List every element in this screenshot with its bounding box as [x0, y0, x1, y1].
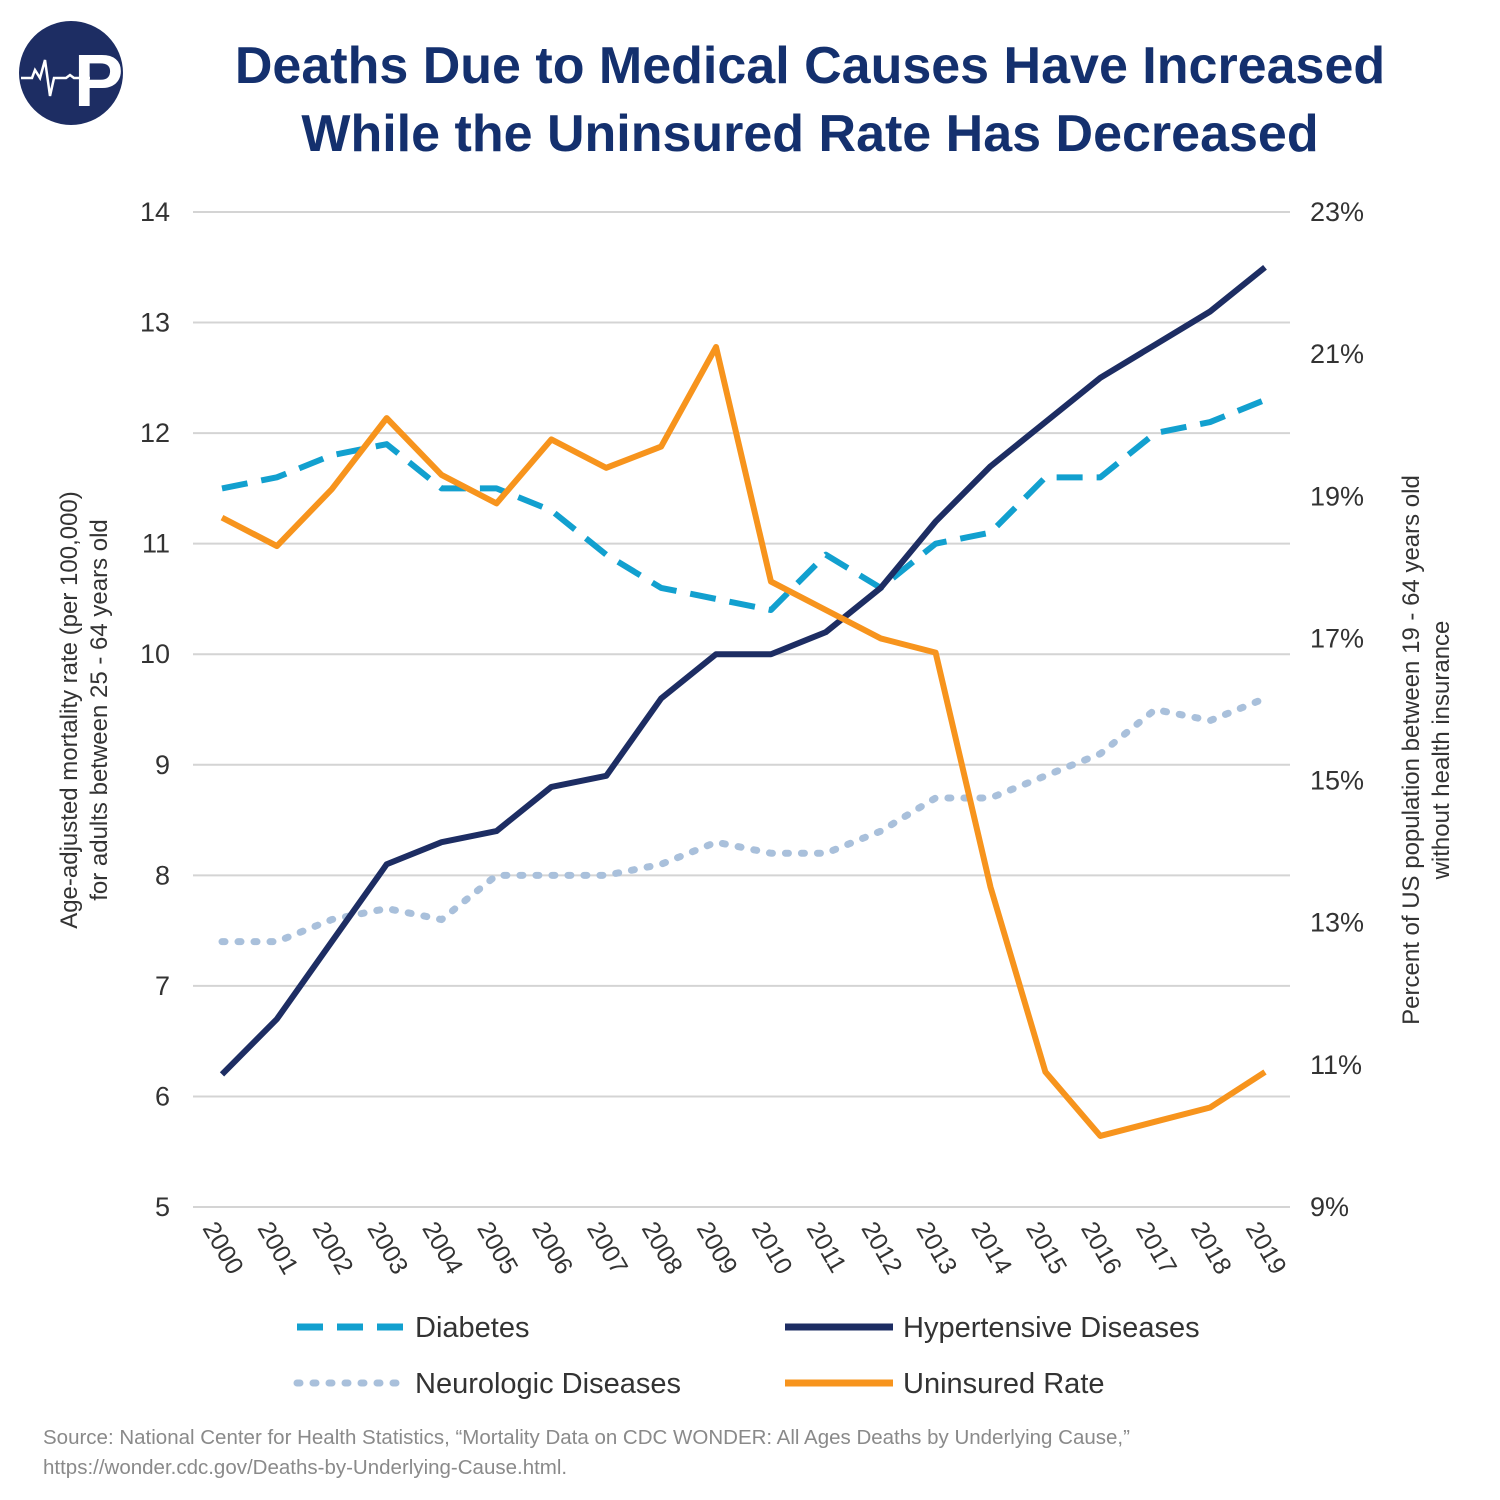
- y-tick-label: 9: [155, 750, 170, 780]
- series-line-neurologic-diseases: [218, 694, 1269, 946]
- y-tick-label: 12: [140, 418, 170, 448]
- x-tick-label: 2002: [307, 1217, 359, 1279]
- y-tick-label: 7: [155, 971, 170, 1001]
- y2-axis-label: Percent of US population between 19 - 64…: [1397, 420, 1457, 1080]
- y-axis-label-line-2: for adults between 25 - 64 years old: [86, 519, 113, 901]
- legend-label: Hypertensive Diseases: [903, 1312, 1200, 1344]
- chart: 5 6 7 8 9 10 11 12 13 14 9% 11% 13% 15% 17% 19% 21% 23% 20…: [140, 197, 1364, 1400]
- x-tick-label: 2006: [526, 1217, 578, 1279]
- y2-tick-label: 23%: [1310, 197, 1364, 227]
- x-tick-label: 2010: [746, 1217, 798, 1279]
- source-note: Source: National Center for Health Stati…: [43, 1423, 1130, 1483]
- x-tick-label: 2007: [581, 1217, 633, 1279]
- x-tick-label: 2014: [965, 1217, 1017, 1279]
- title-line-2: While the Uninsured Rate Has Decreased: [301, 105, 1319, 163]
- x-tick-label: 2003: [361, 1217, 413, 1279]
- x-tick-label: 2019: [1240, 1217, 1292, 1279]
- legend-label: Neurologic Diseases: [415, 1368, 681, 1400]
- y-axis-label: Age-adjusted mortality rate (per 100,000…: [55, 410, 115, 1010]
- x-tick-label: 2013: [910, 1217, 962, 1279]
- x-tick-label: 2005: [471, 1217, 523, 1279]
- y2-axis-label-line-2: without health insurance: [1428, 620, 1455, 880]
- y-tick-label: 6: [155, 1081, 170, 1111]
- x-tick-label: 2001: [252, 1217, 304, 1279]
- legend-label: Uninsured Rate: [903, 1368, 1105, 1400]
- y-tick-label: 11: [142, 529, 170, 559]
- x-tick-label: 2009: [691, 1217, 743, 1279]
- y-axis-label-line-1: Age-adjusted mortality rate (per 100,000…: [56, 491, 83, 929]
- y2-tick-label: 9%: [1310, 1192, 1349, 1222]
- x-tick-label: 2012: [856, 1217, 908, 1279]
- x-tick-label: 2015: [1020, 1217, 1072, 1279]
- y2-tick-label: 13%: [1310, 908, 1364, 938]
- x-tick-label: 2000: [197, 1217, 249, 1279]
- y2-axis-label-line-1: Percent of US population between 19 - 64…: [1398, 475, 1425, 1025]
- x-tick-label: 2016: [1075, 1217, 1127, 1279]
- y-tick-label: 8: [155, 860, 170, 890]
- series-line-diabetes: [221, 397, 1267, 613]
- series-line-hypertensive-diseases: [219, 264, 1267, 1077]
- source-line-1: Source: National Center for Health Stati…: [43, 1426, 1130, 1449]
- y2-tick-label: 21%: [1310, 339, 1364, 369]
- y-tick-label: 10: [140, 639, 170, 669]
- logo-letter: P: [74, 39, 123, 122]
- y-tick-label: 14: [140, 197, 170, 227]
- y2-tick-label: 15%: [1310, 766, 1364, 796]
- logo: P: [18, 20, 124, 126]
- x-tick-label: 2011: [801, 1217, 852, 1278]
- x-tick-label: 2018: [1185, 1217, 1237, 1279]
- y-tick-label: 5: [155, 1192, 170, 1222]
- x-tick-label: 2008: [636, 1217, 688, 1279]
- y2-tick-label: 17%: [1310, 623, 1364, 653]
- series-line-uninsured-rate: [220, 344, 1267, 1139]
- legend-label: Diabetes: [415, 1312, 529, 1344]
- y2-tick-label: 19%: [1310, 481, 1364, 511]
- x-tick-label: 2004: [416, 1217, 468, 1279]
- y-tick-label: 13: [140, 308, 170, 338]
- page-title: Deaths Due to Medical Causes Have Increa…: [135, 32, 1485, 168]
- x-tick-label: 2017: [1130, 1217, 1182, 1279]
- source-line-2: https://wonder.cdc.gov/Deaths-by-Underly…: [43, 1456, 568, 1479]
- title-line-1: Deaths Due to Medical Causes Have Increa…: [234, 37, 1386, 95]
- y2-tick-label: 11%: [1310, 1050, 1362, 1080]
